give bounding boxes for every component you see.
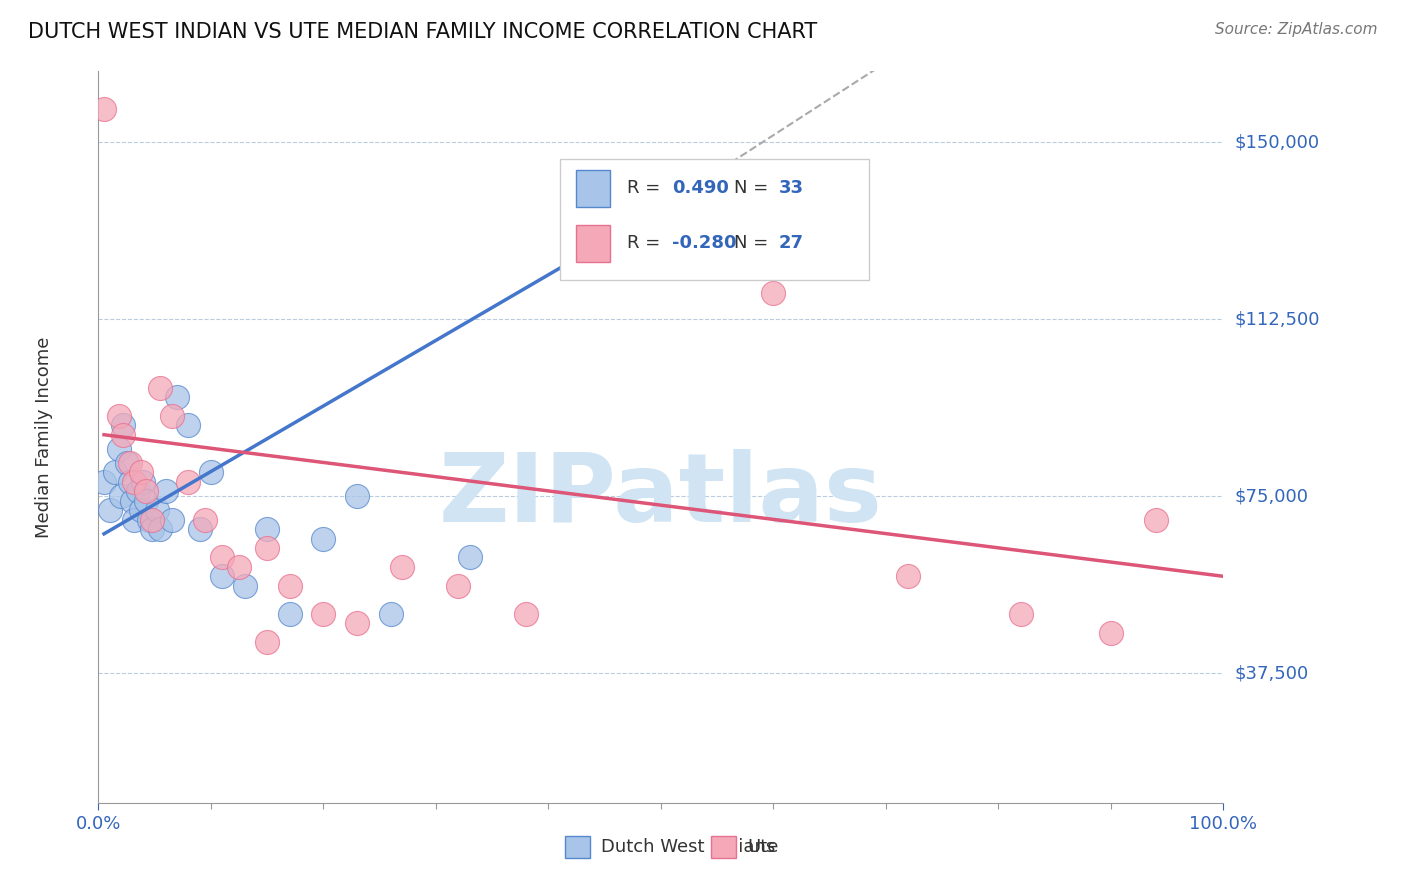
Point [146,503,169,517]
Point [194,513,217,527]
Point [447,579,470,593]
FancyBboxPatch shape [560,159,869,280]
Point [149,380,172,394]
Point [141,522,163,536]
Point [177,475,200,489]
Point [112,418,135,433]
Text: Ute: Ute [748,838,779,855]
Point [233,579,256,593]
Point [1010,607,1032,621]
Point [110,489,132,503]
Point [200,466,222,480]
Point [107,442,129,456]
Point [515,607,537,621]
Point [135,493,157,508]
Point [112,427,135,442]
Point [1144,513,1167,527]
Point [118,456,141,470]
Point [627,173,650,187]
Point [1099,626,1122,640]
Point [380,607,402,621]
Text: R =: R = [627,235,661,252]
Bar [565,836,591,858]
Point [107,409,129,423]
Point [160,513,183,527]
Point [155,484,177,499]
Point [118,475,141,489]
Point [135,484,157,499]
Point [188,522,211,536]
Text: Median Family Income: Median Family Income [35,336,53,538]
Point [256,541,278,555]
Text: -0.280: -0.280 [672,235,737,252]
Text: R =: R = [627,179,661,197]
Point [211,550,233,565]
Point [897,569,920,583]
Text: $75,000: $75,000 [1234,487,1309,505]
Point [160,409,183,423]
Point [141,513,163,527]
Point [278,579,301,593]
Point [149,522,172,536]
Point [391,559,413,574]
Point [762,286,785,301]
Text: N =: N = [734,235,768,252]
Text: 27: 27 [779,235,804,252]
Point [98,503,121,517]
Point [278,607,301,621]
Point [93,102,115,116]
Text: ZIPatlas: ZIPatlas [439,449,883,542]
Point [127,484,149,499]
Point [166,390,188,404]
Text: $37,500: $37,500 [1234,664,1309,682]
Text: 33: 33 [779,179,804,197]
Bar [576,225,610,261]
Point [138,513,160,527]
Text: DUTCH WEST INDIAN VS UTE MEDIAN FAMILY INCOME CORRELATION CHART: DUTCH WEST INDIAN VS UTE MEDIAN FAMILY I… [28,22,817,42]
Point [256,635,278,649]
Text: $150,000: $150,000 [1234,133,1319,151]
Point [228,559,250,574]
Point [132,475,155,489]
Text: Dutch West Indians: Dutch West Indians [602,838,776,855]
Point [121,493,143,508]
Text: Source: ZipAtlas.com: Source: ZipAtlas.com [1215,22,1378,37]
Bar [576,170,610,207]
Point [177,418,200,433]
Point [346,616,368,631]
Text: $112,500: $112,500 [1234,310,1320,328]
Point [211,569,233,583]
Point [256,522,278,536]
Text: 0.490: 0.490 [672,179,728,197]
Point [458,550,481,565]
Point [104,466,127,480]
Point [124,475,146,489]
Point [124,513,146,527]
Point [129,466,152,480]
Text: N =: N = [734,179,768,197]
Point [129,503,152,517]
Point [93,475,115,489]
Point [312,532,335,546]
Point [346,489,368,503]
Bar [711,836,737,858]
Point [312,607,335,621]
Point [115,456,138,470]
